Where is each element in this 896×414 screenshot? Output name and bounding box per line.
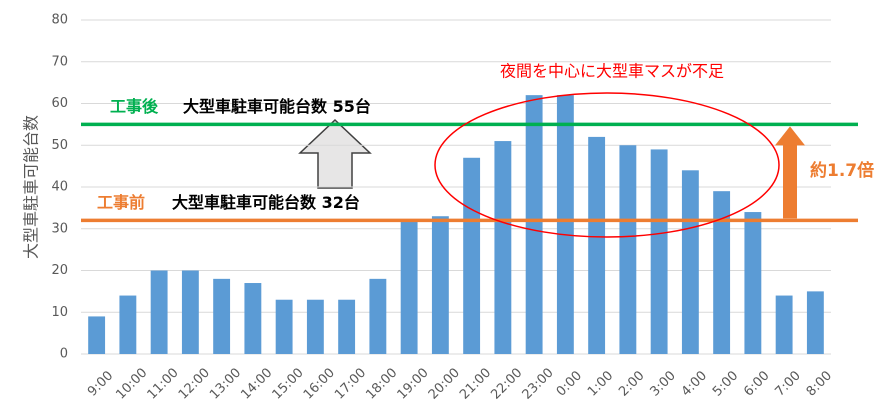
bar <box>744 212 762 354</box>
reference-label: 工事後 <box>110 97 159 116</box>
highlight-ellipse <box>434 92 780 238</box>
reference-text: 大型車駐車可能台数 55台 <box>183 97 371 116</box>
y-tick-label: 80 <box>51 13 68 28</box>
x-tick-label: 10:00 <box>113 365 150 402</box>
x-tick-label: 1:00 <box>585 368 616 399</box>
x-tick-label: 5:00 <box>710 368 741 399</box>
x-tick-label: 4:00 <box>679 368 710 399</box>
x-tick-label: 20:00 <box>426 365 463 402</box>
y-axis-title: 大型車駐車可能台数 <box>22 115 41 259</box>
bar <box>275 299 293 354</box>
x-tick-label: 21:00 <box>457 365 494 402</box>
bar <box>681 170 699 354</box>
x-tick-label: 16:00 <box>301 365 338 402</box>
bar <box>306 299 324 354</box>
x-tick-label: 13:00 <box>207 365 244 402</box>
bar <box>588 136 606 354</box>
bar <box>494 141 512 354</box>
bar <box>181 270 199 354</box>
x-tick-label: 19:00 <box>395 365 432 402</box>
x-tick-label: 2:00 <box>616 368 647 399</box>
y-tick-label: 60 <box>51 96 68 111</box>
x-tick-label: 8:00 <box>804 368 835 399</box>
x-tick-label: 6:00 <box>741 368 772 399</box>
y-tick-label: 0 <box>60 347 68 362</box>
y-tick-label: 20 <box>51 263 68 278</box>
bar <box>150 270 168 354</box>
x-tick-label: 7:00 <box>772 368 803 399</box>
bar <box>619 145 637 354</box>
bar <box>213 278 231 354</box>
y-tick-label: 70 <box>51 54 68 69</box>
x-tick-label: 14:00 <box>238 365 275 402</box>
bar <box>775 295 793 354</box>
y-tick-label: 40 <box>51 180 68 195</box>
bar <box>713 191 731 354</box>
bar <box>400 220 418 354</box>
bar <box>119 295 137 354</box>
bar <box>88 316 106 354</box>
x-tick-label: 3:00 <box>647 368 678 399</box>
y-tick-label: 30 <box>51 221 68 236</box>
x-tick-label: 18:00 <box>363 365 400 402</box>
x-tick-label: 0:00 <box>554 368 585 399</box>
bar <box>463 157 481 354</box>
x-tick-label: 22:00 <box>488 365 525 402</box>
x-tick-label: 23:00 <box>520 365 557 402</box>
x-tick-label: 15:00 <box>270 365 307 402</box>
up-arrow <box>298 118 372 189</box>
x-tick-label: 11:00 <box>145 365 182 402</box>
bar <box>556 95 574 355</box>
bar <box>525 95 543 355</box>
annotation: 約1.7倍 <box>810 160 874 181</box>
bar <box>431 216 449 354</box>
ratio-arrow-head <box>775 126 805 146</box>
x-tick-label: 12:00 <box>176 365 213 402</box>
annotation: 夜間を中心に大型車マスが不足 <box>500 62 724 81</box>
y-tick-label: 10 <box>51 305 68 320</box>
bar <box>369 278 387 354</box>
reference-label: 工事前 <box>97 193 145 212</box>
x-tick-label: 17:00 <box>332 365 369 402</box>
bar <box>244 283 262 354</box>
bar <box>338 299 356 354</box>
y-tick-label: 50 <box>51 138 68 153</box>
reference-text: 大型車駐車可能台数 32台 <box>172 193 360 212</box>
ratio-arrow-shaft <box>783 144 797 219</box>
x-tick-label: 9:00 <box>85 368 116 399</box>
bar <box>806 291 824 354</box>
bar <box>650 149 668 354</box>
